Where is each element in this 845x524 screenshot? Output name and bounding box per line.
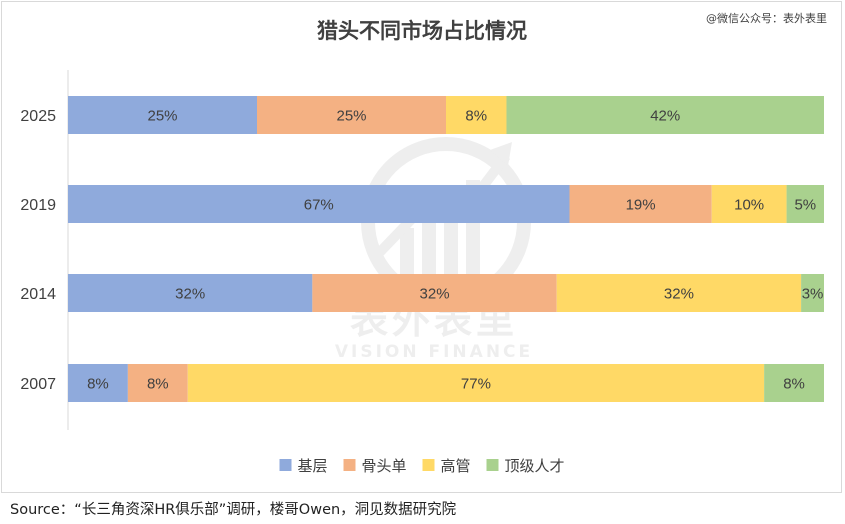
bar-2025-series-0 [68, 96, 257, 134]
chart-credit: @微信公众号：表外表里 [706, 11, 827, 25]
legend-swatch-2 [422, 459, 435, 471]
bar-2007-series-2 [187, 364, 765, 402]
data-label-2019-series-3: 5% [794, 197, 816, 214]
bars-layer [68, 96, 824, 402]
legend-swatch-0 [279, 459, 292, 471]
data-label-2025-series-2: 8% [465, 108, 487, 125]
data-label-2007-series-1: 8% [147, 376, 169, 393]
data-label-2007-series-0: 8% [87, 376, 109, 393]
bar-2019-series-0 [68, 185, 570, 223]
data-label-2019-series-2: 10% [734, 197, 764, 214]
source-note: Source：“长三角资深HR俱乐部”调研，楼哥Owen，洞见数据研究院 [10, 502, 457, 518]
bar-2019-series-3 [786, 185, 824, 223]
data-label-2025-series-1: 25% [336, 108, 366, 125]
legend-swatch-3 [486, 459, 499, 471]
bar-2019-series-1 [569, 185, 712, 223]
bar-2014-series-1 [312, 274, 557, 312]
y-tick-label-2007: 2007 [20, 376, 56, 393]
y-tick-label-2014: 2014 [20, 286, 56, 303]
bar-2007-series-0 [68, 364, 128, 402]
bar-2014-series-3 [801, 274, 824, 312]
data-label-2007-series-3: 8% [783, 376, 805, 393]
legend-label-2: 高管 [441, 457, 471, 475]
data-label-2014-series-3: 3% [802, 286, 824, 303]
y-tick-label-2025: 2025 [20, 108, 56, 125]
bar-2025-series-2 [446, 96, 507, 134]
bar-2007-series-1 [127, 364, 188, 402]
data-label-2019-series-1: 19% [626, 197, 656, 214]
data-label-2014-series-2: 32% [664, 286, 694, 303]
bar-2014-series-0 [68, 274, 313, 312]
chart-title: 猎头不同市场占比情况 [317, 19, 527, 43]
legend-swatch-1 [343, 459, 356, 471]
bar-2025-series-1 [257, 96, 446, 134]
bar-2025-series-3 [506, 96, 824, 134]
data-label-2019-series-0: 67% [304, 197, 334, 214]
legend-label-1: 骨头单 [362, 457, 407, 475]
bar-2014-series-2 [556, 274, 802, 312]
bar-2007-series-3 [764, 364, 824, 402]
y-tick-label-2019: 2019 [20, 197, 56, 214]
data-label-2007-series-2: 77% [461, 376, 491, 393]
data-label-2025-series-3: 42% [650, 108, 680, 125]
y-tick-labels: 2025 2019 2014 2007 [20, 108, 56, 393]
watermark-text-en: VISION FINANCE [335, 342, 533, 362]
watermark-logo: 表外表里 VISION FINANCE [335, 137, 533, 362]
data-label-2014-series-0: 32% [175, 286, 205, 303]
data-label-2025-series-0: 25% [147, 108, 177, 125]
chart-frame [1, 1, 842, 493]
data-label-2014-series-1: 32% [420, 286, 450, 303]
legend-label-0: 基层 [298, 457, 328, 475]
legend: 基层 骨头单 高管 顶级人才 [279, 457, 565, 475]
bar-2019-series-2 [711, 185, 787, 223]
legend-label-3: 顶级人才 [505, 457, 565, 475]
data-labels-layer: 25% 25% 8% 42% 67% 19% 10% 5% 32% 32% 32% 3% 8% 8% 77%… [87, 108, 823, 393]
